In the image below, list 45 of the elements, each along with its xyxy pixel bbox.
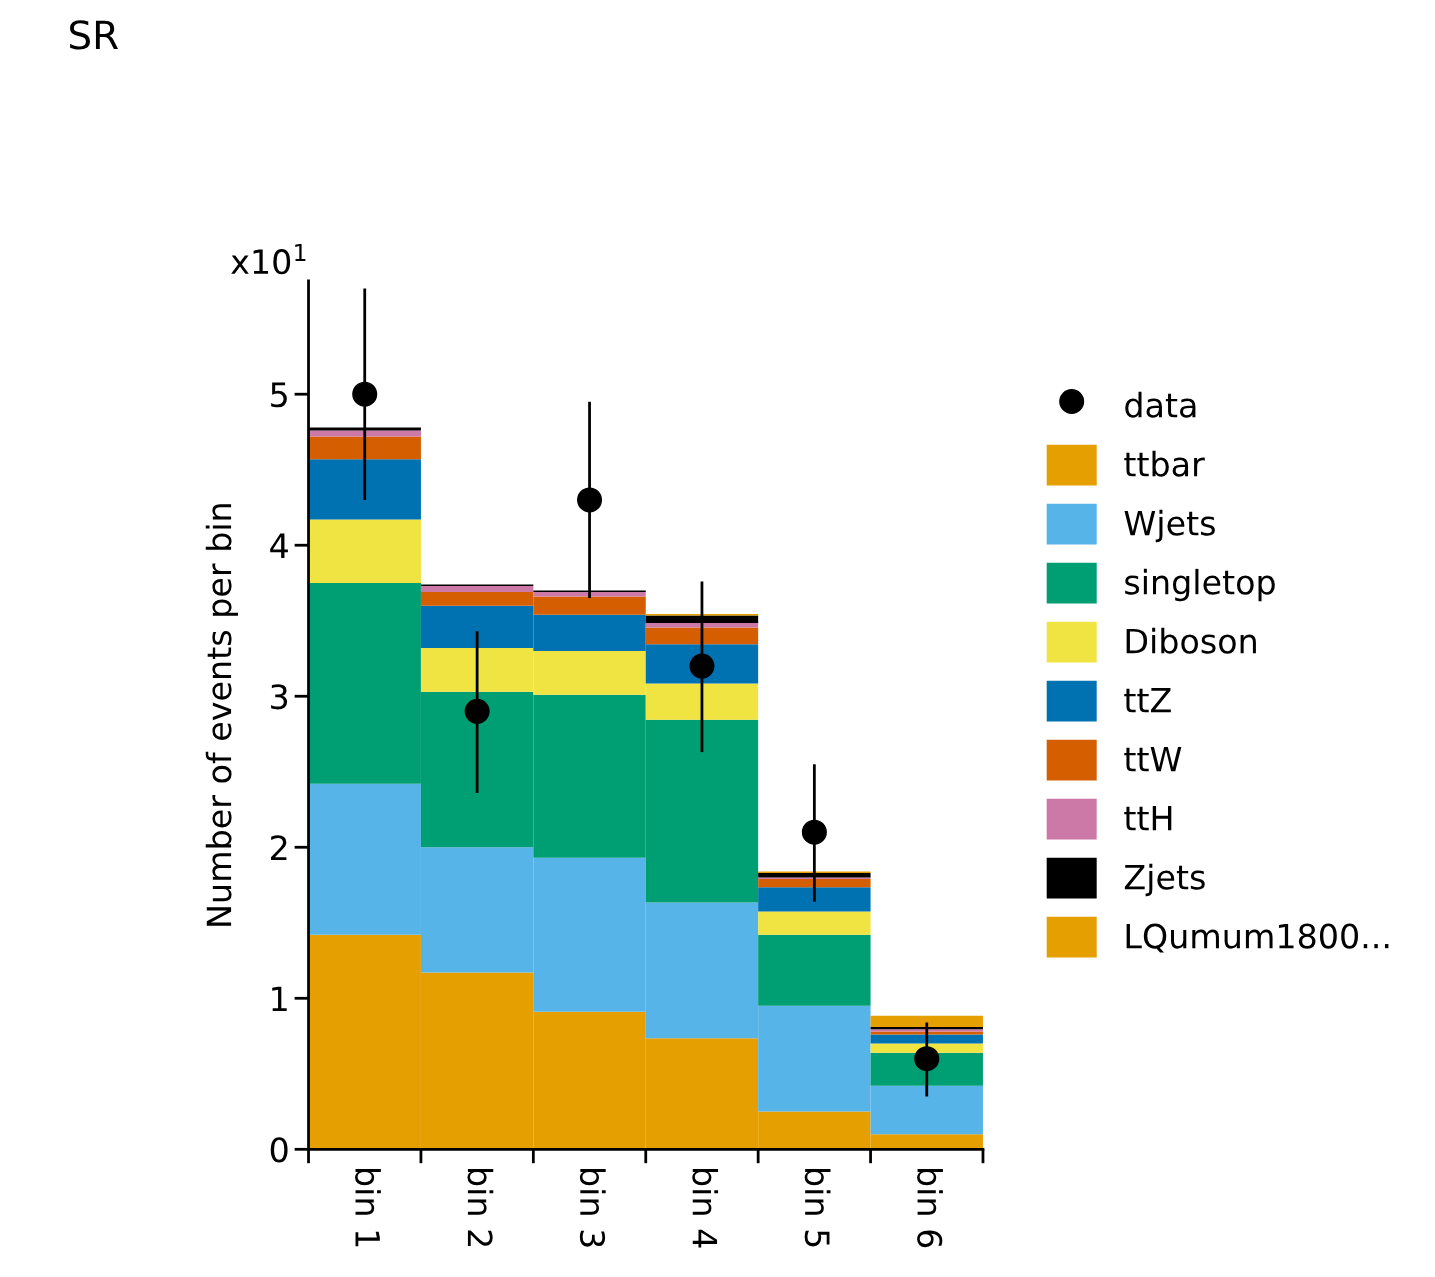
bar <box>870 1015 983 1027</box>
point <box>352 381 378 407</box>
bar <box>308 430 421 437</box>
bar <box>758 878 871 888</box>
legend-label: Wjets <box>1124 509 1215 543</box>
legend-label: data <box>1125 391 1196 418</box>
bar <box>758 887 871 912</box>
chart-title: SR <box>70 20 119 50</box>
legend-label: Diboson <box>1126 627 1256 654</box>
point <box>914 1046 940 1072</box>
legend-label: singletop <box>1125 568 1275 602</box>
x-tick-label: bin 5 <box>804 1168 831 1247</box>
x-tick-label: bin 4 <box>692 1168 719 1248</box>
bar <box>645 627 759 645</box>
y-tick-label: 1 <box>272 986 287 1011</box>
bar <box>308 436 421 460</box>
y-tick-label: 2 <box>271 835 287 860</box>
legend-label: ttZ <box>1124 687 1171 713</box>
x-tick-label: bin 2 <box>467 1168 494 1246</box>
x-tick-label: bin 3 <box>579 1168 606 1247</box>
point <box>577 487 603 513</box>
point <box>801 819 827 845</box>
y-axis-title: Number of events per bin <box>205 504 239 926</box>
y-tick-label: 3 <box>271 684 288 710</box>
legend-label: ttbar <box>1124 450 1205 477</box>
x-tick-label: bin 1 <box>355 1168 381 1247</box>
bar <box>758 934 871 1006</box>
bar <box>758 911 871 935</box>
y-tick-label: 5 <box>271 382 287 408</box>
legend-label: LQumum1800... <box>1126 923 1389 953</box>
x-tick-label: bin 6 <box>917 1168 943 1248</box>
legend-label: ttH <box>1124 805 1172 831</box>
point <box>464 698 490 724</box>
legend-label: ttW <box>1124 746 1182 772</box>
y-tick-label: 4 <box>270 533 288 558</box>
bar <box>308 519 421 583</box>
text: x10$^{1}$ <box>231 244 306 275</box>
y-tick-label: 0 <box>270 1137 288 1163</box>
bar <box>420 586 534 593</box>
point <box>689 653 715 679</box>
bar <box>870 1034 983 1044</box>
legend-label: Zjets <box>1124 863 1205 897</box>
bar <box>645 623 759 628</box>
bar <box>308 459 421 520</box>
bar <box>533 592 646 597</box>
